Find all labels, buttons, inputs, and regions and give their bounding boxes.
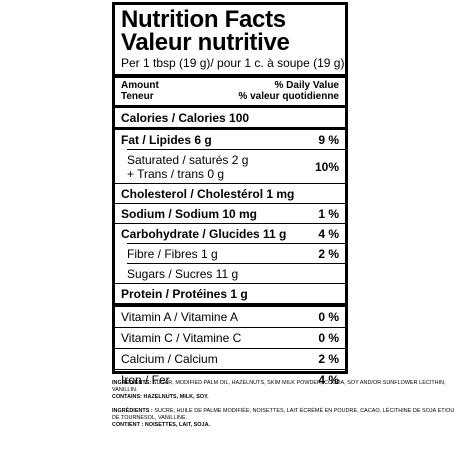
contains-english: CONTAINS: HAZELNUTS, MILK, SOY. — [112, 394, 457, 401]
fat-row: Fat / Lipides 6 g 9 % — [121, 130, 339, 149]
iron-label: Iron / Fer — [121, 373, 170, 387]
fibre-dv: 2 % — [318, 246, 339, 261]
fat-label: Fat / Lipides 6 g — [121, 132, 212, 147]
cholesterol-label: Cholesterol / Cholestérol 1 mg — [121, 186, 295, 201]
vitamin-c-row: Vitamin C / Vitamine C 0 % — [121, 328, 339, 348]
fat-dv: 9 % — [318, 132, 339, 147]
divider — [115, 327, 345, 328]
carbohydrate-label: Carbohydrate / Glucides 11 g — [121, 226, 287, 241]
vitamin-a-row: Vitamin A / Vitamine A 0 % — [121, 307, 339, 327]
divider — [115, 203, 345, 204]
ingredients-fr-text: SUCRE, HUILE DE PALME MODIFIÉE, NOISETTE… — [112, 408, 455, 421]
vitamin-a-label: Vitamin A / Vitamine A — [121, 310, 238, 324]
sodium-row: Sodium / Sodium 10 mg 1 % — [121, 204, 339, 223]
divider — [115, 283, 345, 284]
carbohydrate-row: Carbohydrate / Glucides 11 g 4 % — [121, 224, 339, 243]
contains-french: CONTIENT : NOISETTES, LAIT, SOJA. — [112, 422, 457, 429]
column-header: Amount Teneur % Daily Value % valeur quo… — [121, 78, 339, 105]
title-english: Nutrition Facts — [121, 6, 286, 33]
calories-row: Calories / Calories 100 — [121, 108, 339, 127]
carbohydrate-dv: 4 % — [318, 226, 339, 241]
amount-header: Amount Teneur — [121, 80, 159, 102]
saturated-row: Saturated / saturés 2 g + Trans / trans … — [121, 150, 339, 183]
contains-en-text: CONTAINS: HAZELNUTS, MILK, SOY. — [112, 394, 209, 400]
serving-size: Per 1 tbsp (19 g)/ pour 1 c. à soupe (19… — [121, 56, 345, 70]
divider — [127, 263, 345, 264]
sodium-dv: 1 % — [318, 206, 339, 221]
divider — [115, 369, 345, 370]
divider-thick — [115, 303, 345, 307]
saturated-dv: 10% — [314, 159, 339, 174]
daily-value-header: % Daily Value % valeur quotidienne — [238, 80, 339, 102]
fibre-label: Fibre / Fibres 1 g — [127, 246, 218, 261]
divider — [127, 149, 345, 150]
sugars-row: Sugars / Sucres 11 g — [121, 264, 339, 283]
ingredients-fr-label: INGRÉDIENTS : — [112, 408, 153, 414]
teneur-label: Teneur — [121, 91, 154, 102]
amount-label: Amount — [121, 80, 159, 91]
divider — [115, 348, 345, 349]
calcium-label: Calcium / Calcium — [121, 352, 218, 366]
cholesterol-row: Cholesterol / Cholestérol 1 mg — [121, 184, 339, 203]
divider-mid — [115, 127, 345, 130]
trans-line: + Trans / trans 0 g — [127, 166, 225, 181]
sodium-label: Sodium / Sodium 10 mg — [121, 206, 258, 221]
calcium-dv: 2 % — [318, 352, 339, 366]
ingredients-block: INGREDIENTS: SUGAR, MODIFIED PALM OIL, H… — [112, 380, 457, 429]
vitamin-c-label: Vitamin C / Vitamine C — [121, 331, 242, 345]
divider — [127, 243, 345, 244]
protein-row: Protein / Protéines 1 g — [121, 284, 339, 303]
ingredients-en-text: SUGAR, MODIFIED PALM OIL, HAZELNUTS, SKI… — [112, 380, 446, 393]
calories-label: Calories / Calories 100 — [121, 110, 250, 125]
fibre-row: Fibre / Fibres 1 g 2 % — [121, 244, 339, 263]
vitamin-c-dv: 0 % — [318, 331, 339, 345]
divider — [115, 183, 345, 184]
daily-value-label: % Daily Value — [274, 80, 339, 91]
vitamin-a-dv: 0 % — [318, 310, 339, 324]
divider — [115, 223, 345, 224]
saturated-line: Saturated / saturés 2 g — [127, 152, 249, 167]
title-french: Valeur nutritive — [121, 29, 290, 56]
nutrition-facts-panel: Nutrition Facts Valeur nutritive Per 1 t… — [112, 2, 348, 387]
divider-mid — [115, 105, 345, 108]
divider-thick — [115, 74, 345, 78]
saturated-label: Saturated / saturés 2 g + Trans / trans … — [121, 153, 248, 181]
valeur-quotidienne-label: % valeur quotidienne — [238, 91, 339, 102]
ingredients-english: INGREDIENTS: SUGAR, MODIFIED PALM OIL, H… — [112, 380, 457, 394]
calcium-row: Calcium / Calcium 2 % — [121, 349, 339, 369]
spacer — [112, 401, 457, 408]
ingredients-french: INGRÉDIENTS : SUCRE, HUILE DE PALME MODI… — [112, 408, 457, 422]
protein-label: Protein / Protéines 1 g — [121, 286, 248, 301]
iron-row: Iron / Fer 4 % — [121, 370, 339, 390]
sugars-label: Sugars / Sucres 11 g — [127, 266, 239, 281]
iron-dv: 4 % — [318, 373, 339, 387]
ingredients-en-label: INGREDIENTS: — [112, 380, 152, 386]
contains-fr-text: CONTIENT : NOISETTES, LAIT, SOJA. — [112, 422, 211, 428]
